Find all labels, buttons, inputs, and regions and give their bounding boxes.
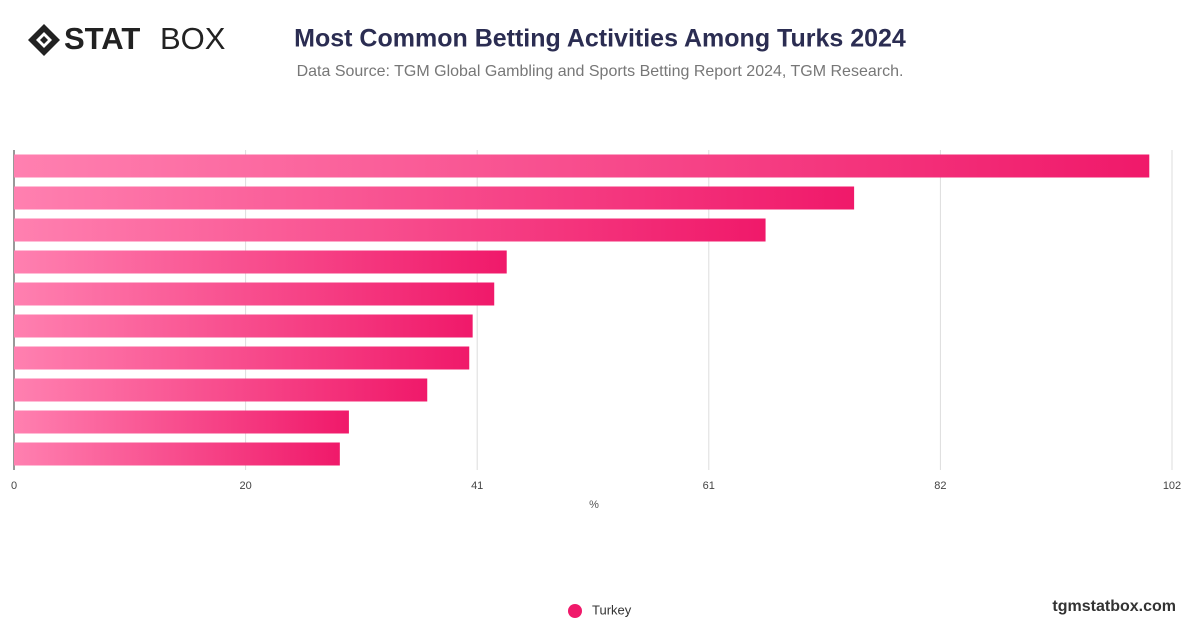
- bar: [14, 410, 349, 434]
- bar: [14, 282, 495, 306]
- x-tick-label: 41: [471, 480, 483, 492]
- x-tick-label: 20: [239, 480, 251, 492]
- bar: [14, 154, 1150, 178]
- legend-label: Turkey: [592, 602, 632, 617]
- bar: [14, 218, 766, 242]
- legend-marker: [568, 604, 582, 618]
- x-tick-label: 102: [1163, 480, 1181, 492]
- x-axis-label: %: [589, 499, 599, 511]
- logo-bold: STAT: [64, 21, 140, 56]
- bar: [14, 442, 340, 466]
- bar: [14, 186, 855, 210]
- x-tick-label: 61: [703, 480, 715, 492]
- bar: [14, 314, 473, 338]
- bar: [14, 378, 428, 402]
- chart-subtitle: Data Source: TGM Global Gambling and Spo…: [297, 63, 904, 80]
- logo: STAT BOX: [28, 21, 226, 56]
- logo-icon: [28, 24, 60, 56]
- logo-light: BOX: [160, 21, 226, 56]
- chart-title: Most Common Betting Activities Among Tur…: [294, 25, 906, 53]
- footer: tgmstatbox.com: [1052, 598, 1176, 615]
- x-tick-label: 0: [11, 480, 17, 492]
- bar: [14, 250, 507, 274]
- bar: [14, 346, 470, 370]
- x-tick-label: 82: [934, 480, 946, 492]
